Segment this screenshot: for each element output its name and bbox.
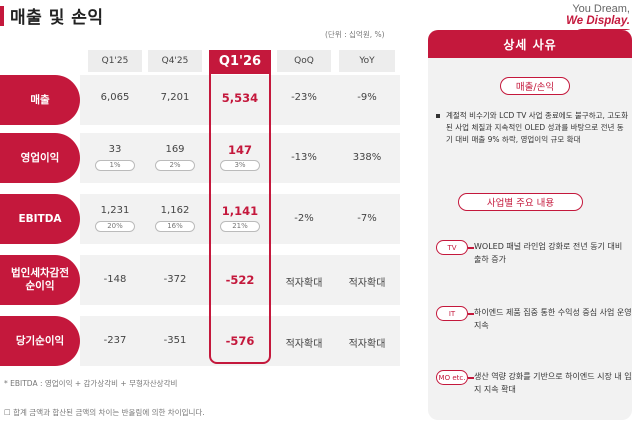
table-cell: -237 — [103, 335, 127, 346]
detail-panel-title: 상세 사유 — [428, 30, 632, 58]
footnote-ebitda: * EBITDA : 영업이익 + 감가상각비 + 무형자산상각비 — [4, 379, 178, 388]
table-cell: 적자확대 — [348, 339, 386, 350]
row-label-ebitda: EBITDA — [0, 194, 80, 244]
brand-line-1: You Dream, — [572, 3, 630, 15]
table-cell-q1-26: -522 — [225, 273, 255, 287]
page-title: 매출 및 손익 — [10, 8, 104, 28]
table-cell: -372 — [163, 274, 187, 285]
item-text-tv: WOLED 패널 라인업 강화로 전년 동기 대비 출하 증가 — [474, 242, 623, 264]
margin-pill: 1% — [95, 160, 135, 171]
table-cell: -7% — [357, 213, 377, 224]
tag-connector — [468, 313, 474, 315]
table-row-pretax-income — [80, 255, 400, 305]
table-cell-q1-26: -576 — [225, 334, 255, 348]
table-cell-q1-26: 5,534 — [221, 91, 259, 105]
brand-line-2: We Display. — [566, 15, 630, 27]
table-cell: 1,231 — [100, 205, 130, 216]
footnote-rounding: ☐ 합계 금액과 합산된 금액의 차이는 반올림에 의한 차이입니다. — [4, 408, 205, 417]
detail-panel — [428, 30, 632, 420]
table-row-net-income — [80, 316, 400, 366]
table-cell: -2% — [294, 213, 314, 224]
tag-tv: TV — [436, 240, 468, 255]
row-label-net-income: 당기순이익 — [0, 316, 80, 366]
unit-note: (단위 : 십억원, %) — [325, 30, 385, 39]
table-cell-q1-26: 1,141 — [221, 204, 259, 218]
brand-logo: You Dream, We Display. — [566, 3, 630, 31]
margin-pill: 16% — [155, 221, 195, 232]
table-cell: 338% — [352, 152, 382, 163]
table-cell: 적자확대 — [285, 278, 323, 289]
table-cell: 적자확대 — [285, 339, 323, 350]
table-cell: 7,201 — [160, 92, 190, 103]
row-label-line: 순이익 — [25, 280, 55, 292]
table-row-operating-profit — [80, 133, 400, 183]
table-cell: 33 — [108, 144, 122, 155]
table-cell: 169 — [165, 144, 185, 155]
section-pill-revenue-profit: 매출/손익 — [500, 77, 570, 95]
margin-pill: 3% — [220, 160, 260, 171]
tag-connector — [468, 247, 474, 249]
title-accent-bar — [0, 6, 4, 26]
table-cell: 6,065 — [100, 92, 130, 103]
column-header-yoy: YoY — [339, 50, 395, 72]
bullet-icon — [436, 114, 440, 118]
table-cell: 1,162 — [160, 205, 190, 216]
tag-it: IT — [436, 306, 468, 321]
table-cell: -351 — [163, 335, 187, 346]
tag-connector — [468, 377, 474, 379]
table-cell-q1-26: 147 — [227, 143, 252, 157]
tag-mo-etc: MO etc. — [436, 370, 468, 385]
item-text-mo-etc: 생산 역량 강화를 기반으로 하이엔드 시장 내 입지 지속 확대 — [474, 372, 632, 394]
column-header-qoq: QoQ — [277, 50, 331, 72]
table-cell: -9% — [357, 92, 377, 103]
row-label-pretax-income: 법인세차감전 순이익 — [0, 255, 80, 305]
row-label-revenue: 매출 — [0, 75, 80, 125]
section-pill-business: 사업별 주요 내용 — [458, 193, 583, 211]
margin-pill: 20% — [95, 221, 135, 232]
column-header-q1-25: Q1'25 — [88, 50, 142, 72]
margin-pill: 2% — [155, 160, 195, 171]
column-header-q1-26: Q1'26 — [209, 50, 271, 72]
table-cell: -148 — [103, 274, 127, 285]
table-row-revenue — [80, 75, 400, 125]
q1-26-highlight-frame — [209, 72, 271, 364]
table-cell: -23% — [291, 92, 317, 103]
table-cell: -13% — [291, 152, 317, 163]
table-row-ebitda — [80, 194, 400, 244]
section1-text: 계절적 비수기와 LCD TV 사업 종료에도 불구하고, 고도화된 사업 체질… — [446, 111, 628, 144]
table-cell: 적자확대 — [348, 278, 386, 289]
column-header-q4-25: Q4'25 — [148, 50, 202, 72]
item-text-it: 하이엔드 제품 집중 통한 수익성 중심 사업 운영 지속 — [474, 308, 632, 330]
margin-pill: 21% — [220, 221, 260, 232]
row-label-operating-profit: 영업이익 — [0, 133, 80, 183]
row-label-line: 법인세차감전 — [11, 267, 69, 279]
